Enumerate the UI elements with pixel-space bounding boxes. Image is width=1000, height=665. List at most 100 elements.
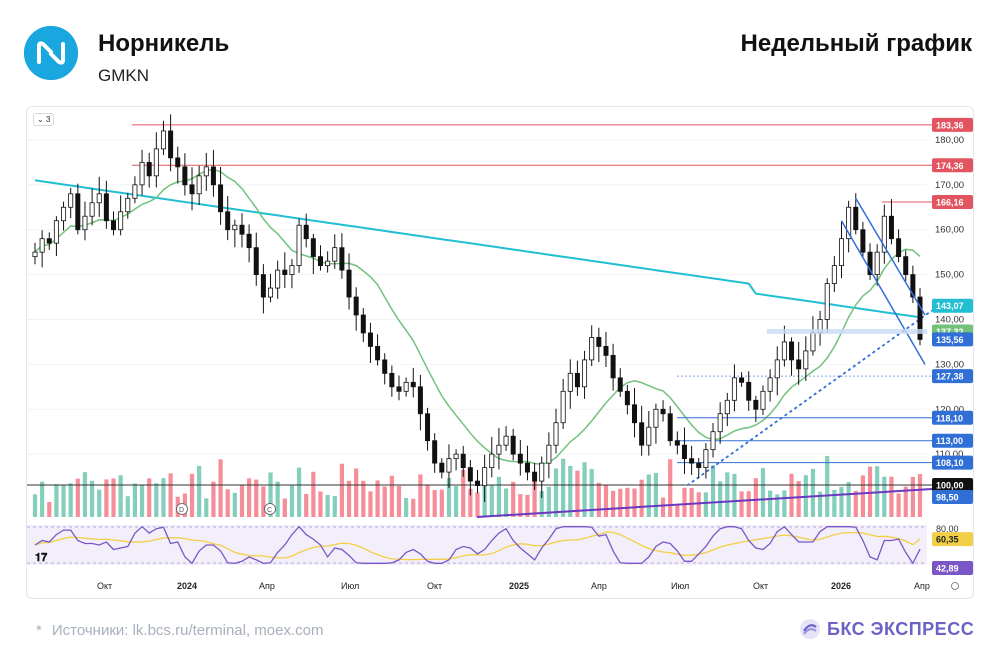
support-tag	[932, 410, 973, 425]
candle-bear	[425, 413, 431, 442]
candle-bull	[96, 193, 102, 204]
volume-bar	[789, 473, 794, 517]
candle-bull	[874, 251, 880, 275]
price-tick-label: 140,00	[935, 314, 964, 325]
candle-bear	[524, 462, 530, 473]
candle-bear	[439, 462, 445, 473]
volume-bar	[475, 492, 480, 517]
volume-bar	[75, 478, 80, 517]
candle-bear	[417, 386, 423, 415]
candle-bull	[453, 453, 459, 460]
support-tag-label: 100,00	[936, 481, 964, 491]
candle-bear	[317, 256, 323, 267]
volume-bar	[768, 490, 773, 517]
event-marker-icon	[264, 503, 276, 515]
volume-bar	[860, 475, 866, 517]
price-tick-label: 110,00	[935, 449, 963, 460]
rsi-line	[34, 525, 921, 565]
volume-bar	[197, 465, 202, 517]
volume-bar	[389, 475, 394, 517]
volume-bar	[296, 467, 302, 517]
volume-bar	[689, 487, 694, 517]
rsi-signal-tag	[932, 532, 973, 547]
candle-bull	[403, 381, 409, 392]
volume-bar	[653, 472, 659, 517]
volume-bar	[810, 468, 816, 517]
volume-bar	[532, 479, 537, 517]
candle-bull	[503, 435, 509, 446]
volume-bar	[846, 482, 851, 517]
candle-bear	[853, 206, 859, 231]
ticker-symbol: GMKN	[98, 66, 149, 85]
candle-bear	[467, 467, 473, 482]
event-marker-icon	[176, 503, 188, 515]
volume-bar	[611, 490, 616, 517]
support-tag-label: 118,10	[936, 413, 963, 423]
support-tag-label: 113,00	[936, 436, 963, 446]
candle-bear	[367, 332, 373, 347]
candle-bear	[796, 359, 802, 370]
volume-bar	[396, 485, 402, 517]
candle-bear	[239, 224, 245, 235]
volume-bar	[404, 497, 409, 517]
volume-bar	[782, 490, 787, 517]
candle-bull	[553, 422, 559, 446]
company-name: Норникель	[98, 30, 230, 57]
candle-bear	[75, 193, 81, 231]
volume-bar	[211, 481, 216, 517]
chart-frame[interactable]: 180,00 170,00 160,00 150,00 140,00 130,00 120,…	[26, 106, 974, 599]
candle-bull	[781, 341, 787, 361]
volume-bar	[917, 474, 923, 517]
candle-bull	[831, 265, 837, 284]
candle-bear	[146, 161, 152, 177]
candle-bull	[560, 390, 566, 424]
volume-bar	[289, 485, 295, 517]
volume-bar	[432, 490, 437, 517]
event-marker-label: C	[267, 507, 272, 514]
candle-bull	[496, 444, 502, 455]
channel-line	[476, 488, 933, 518]
time-axis-label: Апр	[591, 581, 607, 591]
volume-bar	[889, 476, 894, 517]
candle-bear	[46, 238, 52, 244]
resistance-tag-label: 183,36	[936, 120, 964, 130]
candle-bull	[160, 130, 166, 150]
support-tag	[932, 478, 973, 492]
volume-bar	[696, 492, 701, 517]
candle-bear	[789, 341, 795, 361]
support-tag-label: 108,10	[936, 458, 964, 468]
candle-bear	[103, 193, 109, 222]
ma-slow-line	[34, 179, 921, 319]
last-price-tag-label: 135,56	[936, 335, 964, 345]
volume-bar	[867, 466, 873, 517]
candle-bull	[61, 206, 67, 222]
candle-bull	[89, 202, 95, 217]
volume-bar	[97, 489, 102, 517]
volume-bar	[739, 491, 744, 517]
candle-bull	[132, 184, 138, 199]
ma-fast-tag-label: 137,32	[936, 327, 964, 337]
candle-bear	[867, 251, 873, 275]
candle-bull	[139, 161, 145, 186]
interval-selector[interactable]: ⌄ 3	[33, 113, 55, 126]
time-axis-label: Окт	[753, 581, 768, 591]
candle-bull	[296, 224, 302, 267]
volume-bar	[47, 502, 52, 517]
volume-bar	[261, 486, 266, 517]
candle-bear	[532, 471, 538, 482]
volume-bar	[539, 491, 544, 517]
volume-bar	[118, 475, 123, 517]
price-tick-label: 160,00	[935, 225, 964, 236]
volume-bar	[511, 481, 516, 517]
volume-bar	[525, 494, 530, 517]
rsi-pane	[27, 525, 927, 565]
candle-bear	[382, 359, 388, 374]
chart-svg[interactable]: 180,00 170,00 160,00 150,00 140,00 130,00 120,…	[27, 107, 974, 599]
support-tag	[932, 455, 973, 470]
volume-tag	[932, 490, 973, 504]
volume-bar	[682, 487, 687, 517]
time-axis-label: 2025	[509, 581, 529, 591]
last-price-tag	[932, 332, 973, 347]
volume-bar	[154, 483, 159, 517]
